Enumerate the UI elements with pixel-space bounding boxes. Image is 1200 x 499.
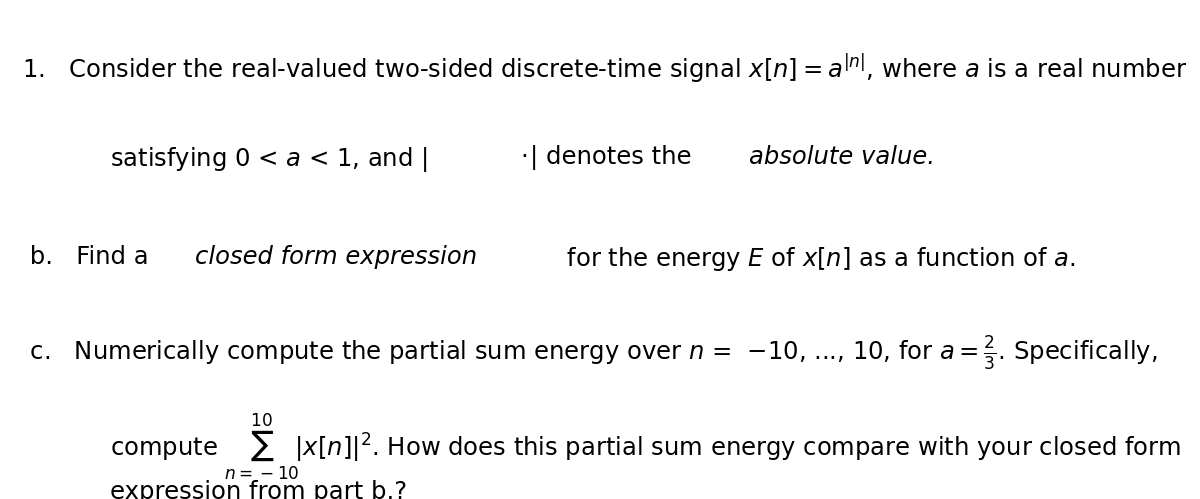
Text: compute $\sum_{n=-10}^{10}\!|x[n]|^2$. How does this partial sum energy compare : compute $\sum_{n=-10}^{10}\!|x[n]|^2$. H…: [110, 412, 1182, 483]
Text: ·: ·: [520, 145, 528, 169]
Text: | denotes the: | denotes the: [530, 145, 700, 170]
Text: expression from part b.?: expression from part b.?: [110, 480, 408, 499]
Text: closed form expression: closed form expression: [194, 245, 478, 268]
Text: absolute value.: absolute value.: [749, 145, 935, 169]
Text: satisfying 0 < $a$ < 1, and |: satisfying 0 < $a$ < 1, and |: [110, 145, 428, 174]
Text: b.   Find a: b. Find a: [22, 245, 156, 268]
Text: for the energy $E$ of $x[n]$ as a function of $a$.: for the energy $E$ of $x[n]$ as a functi…: [559, 245, 1076, 272]
Text: 1.   Consider the real-valued two-sided discrete-time signal $x[n] = a^{|n|}$, w: 1. Consider the real-valued two-sided di…: [22, 52, 1187, 86]
Text: c.   Numerically compute the partial sum energy over $n$ =  −10, ..., 10, for $a: c. Numerically compute the partial sum e…: [22, 334, 1157, 372]
